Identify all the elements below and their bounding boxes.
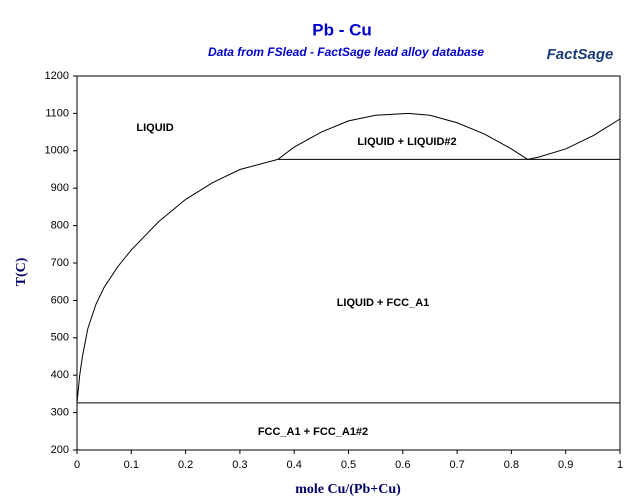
x-tick-label: 0.1 <box>124 459 139 471</box>
x-tick-label: 0.2 <box>178 459 193 471</box>
y-tick-label: 300 <box>51 407 69 419</box>
y-tick-label: 200 <box>51 444 69 456</box>
x-axis-label: mole Cu/(Pb+Cu) <box>295 482 401 497</box>
y-tick-label: 1000 <box>45 145 69 157</box>
phase-boundary <box>527 118 621 160</box>
x-tick-label: 0.6 <box>395 459 410 471</box>
y-tick-label: 600 <box>51 294 69 306</box>
region-label: FCC_A1 + FCC_A1#2 <box>258 426 368 438</box>
x-tick-label: 0.9 <box>558 459 573 471</box>
y-tick-label: 1200 <box>45 70 69 82</box>
y-tick-label: 500 <box>51 332 69 344</box>
logo: FactSage <box>547 46 614 63</box>
x-tick-label: 0.8 <box>504 459 519 471</box>
region-label: LIQUID + FCC_A1 <box>337 297 430 309</box>
y-axis-label: T(C) <box>14 257 29 286</box>
x-tick-label: 0.5 <box>341 459 356 471</box>
chart-title: Pb - Cu <box>312 20 372 39</box>
region-label: LIQUID + LIQUID#2 <box>357 136 456 148</box>
phase-boundary <box>76 158 279 403</box>
x-tick-label: 0.4 <box>287 459 302 471</box>
y-tick-label: 900 <box>51 182 69 194</box>
x-tick-label: 0.7 <box>449 459 464 471</box>
x-tick-label: 0 <box>74 459 80 471</box>
y-tick-label: 800 <box>51 220 69 232</box>
y-tick-label: 400 <box>51 369 69 381</box>
x-tick-label: 0.3 <box>232 459 247 471</box>
y-tick-label: 700 <box>51 257 69 269</box>
chart-subtitle: Data from FSlead - FactSage lead alloy d… <box>208 45 484 59</box>
x-tick-label: 1 <box>617 459 623 471</box>
region-label: LIQUID <box>136 122 173 134</box>
y-tick-label: 1100 <box>45 107 69 119</box>
phase-boundary <box>277 112 528 160</box>
